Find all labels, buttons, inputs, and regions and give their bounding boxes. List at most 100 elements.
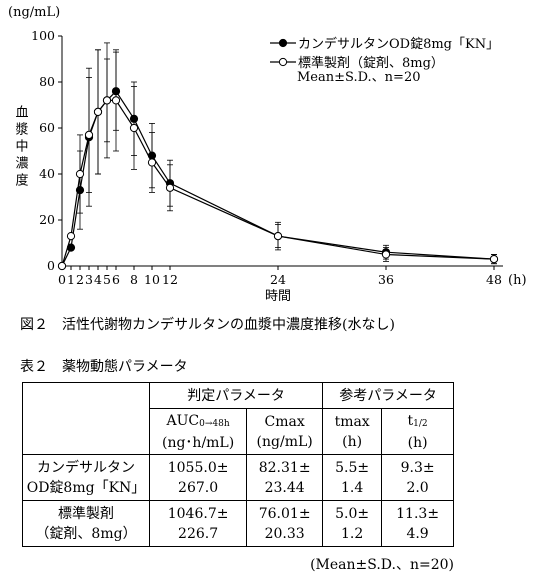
x-tick-label: 48: [486, 272, 502, 287]
x-tick-label: 10: [144, 272, 160, 287]
column-name: t: [407, 412, 414, 429]
y-tick-label: 100: [31, 28, 55, 43]
x-tick-label: 5: [103, 272, 111, 287]
y-tick-label: 80: [39, 74, 55, 89]
column-subscript: 1/2: [413, 418, 428, 429]
x-tick-label: 1: [67, 272, 75, 287]
x-tick-label: 3: [85, 272, 93, 287]
cell-line: 226.7: [178, 525, 219, 542]
y-tick-label: 20: [39, 212, 55, 227]
cell-line: 1055.0±: [167, 459, 229, 476]
legend-marker: [278, 38, 288, 48]
data-point: [111, 87, 121, 96]
footnote: (Mean±S.D.、n=20): [310, 557, 454, 573]
y-axis-label: 血漿中濃度: [13, 105, 29, 190]
figure-caption: 図２ 活性代謝物カンデサルタンの血漿中濃度推移(水なし): [20, 317, 395, 333]
data-point: [129, 114, 139, 123]
cell-line: 76.01±: [258, 505, 311, 522]
pk-table: 判定パラメータ 参考パラメータ AUC0→48h (ng･h/mL) Cmax (ng…: [22, 382, 454, 547]
data-point: [147, 151, 157, 160]
data-point: [93, 107, 103, 117]
column-unit: (ng･h/mL): [161, 434, 235, 451]
column-unit: (h): [342, 433, 363, 450]
table-cell: 82.31± 23.44: [246, 454, 324, 501]
x-tick-label: 4: [94, 272, 102, 287]
y-tick-label: 60: [39, 120, 55, 135]
x-tick-label: 2: [76, 272, 84, 287]
cell-line: 1.2: [341, 525, 364, 542]
table-row: 標準製剤 （錠剤、8mg） 1046.7± 226.7 76.01± 20.33 5.0± 1…: [22, 500, 454, 547]
column-name-line: tmax: [323, 412, 381, 432]
column-header: AUC0→48h (ng･h/mL): [148, 408, 248, 455]
x-tick-label: 24: [270, 272, 286, 287]
data-point: [147, 158, 157, 167]
table-row: カンデサルタン OD錠8mg「KN」 1055.0± 267.0 82.31± 23.44…: [22, 454, 454, 501]
data-point: [381, 250, 391, 259]
cell-line: 11.3±: [396, 505, 440, 522]
column-subscript: 0→48h: [199, 418, 230, 429]
cell-line: 5.5±: [335, 459, 370, 476]
row-label-line: カンデサルタン: [37, 459, 135, 476]
table-cell: 76.01± 20.33: [246, 500, 324, 547]
data-point: [129, 123, 139, 133]
cell-line: 267.0: [178, 479, 219, 496]
y-unit: (ng/mL): [8, 5, 60, 20]
row-label: 標準製剤 （錠剤、8mg）: [22, 500, 150, 547]
y-tick-label: 0: [47, 258, 55, 273]
cell-line: 9.3±: [400, 459, 435, 476]
x-tick-label: 6: [112, 272, 120, 287]
table-cell: 5.5± 1.4: [322, 454, 383, 501]
row-label-line: OD錠8mg「KN」: [26, 479, 146, 496]
x-tick-label: 12: [162, 272, 178, 287]
column-unit: (h): [407, 434, 428, 451]
row-label-line: （錠剤、8mg）: [35, 525, 137, 542]
legend-marker: [278, 57, 288, 67]
cell-line: 4.9: [406, 525, 429, 542]
cell-line: 1046.7±: [167, 505, 229, 522]
legend-label: 標準製剤（錠剤、8mg）: [298, 55, 444, 71]
cell-line: 1.4: [341, 479, 364, 496]
x-tick-label: 8: [130, 272, 138, 287]
column-name: AUC: [166, 412, 200, 429]
column-header: t1/2 (h): [381, 408, 454, 455]
x-tick-label: 0: [58, 272, 66, 287]
row-label: カンデサルタン OD錠8mg「KN」: [22, 454, 150, 501]
data-point: [84, 130, 94, 139]
y-tick-label: 40: [39, 166, 55, 181]
cell-line: 20.33: [264, 525, 305, 542]
data-point: [165, 183, 175, 192]
column-name-line: Cmax: [247, 412, 322, 432]
table-cell: 1046.7± 226.7: [148, 500, 248, 547]
table-cell: 5.0± 1.2: [322, 500, 383, 547]
data-point: [66, 232, 76, 241]
cell-line: 23.44: [264, 479, 305, 496]
column-name-line: AUC0→48h: [150, 411, 246, 433]
cell-line: 2.0: [406, 479, 429, 496]
data-point: [66, 243, 76, 252]
cell-line: 82.31±: [258, 459, 311, 476]
x-unit: (h): [508, 273, 527, 288]
data-point: [75, 169, 85, 179]
table-cell: 11.3± 4.9: [381, 500, 454, 547]
empty-cell: [22, 382, 150, 455]
table-cell: 9.3± 2.0: [381, 454, 454, 501]
group-header: 参考パラメータ: [322, 382, 454, 409]
data-point: [57, 261, 67, 271]
row-label-line: 標準製剤: [58, 505, 114, 522]
table-cell: 1055.0± 267.0: [148, 454, 248, 501]
annotation: Mean±S.D.、n=20: [297, 70, 421, 85]
x-tick-label: 36: [378, 272, 394, 287]
table-title: 表２ 薬物動態パラメータ: [20, 359, 188, 375]
group-header: 判定パラメータ: [148, 382, 324, 409]
chart: (ng/mL) 血漿中濃度 時間 (h) Mean±S.D.、n=20 0204…: [8, 5, 527, 304]
cell-line: 5.0±: [335, 505, 370, 522]
data-point: [75, 186, 85, 195]
column-header: Cmax (ng/mL): [246, 408, 324, 455]
data-point: [102, 96, 112, 105]
column-unit: (ng/mL): [256, 433, 313, 450]
column-name-line: t1/2: [382, 411, 453, 433]
legend-label: カンデサルタンOD錠8mg「KN」: [298, 36, 499, 52]
data-point: [489, 255, 499, 264]
column-name: Cmax: [264, 413, 305, 430]
data-point: [273, 232, 283, 241]
